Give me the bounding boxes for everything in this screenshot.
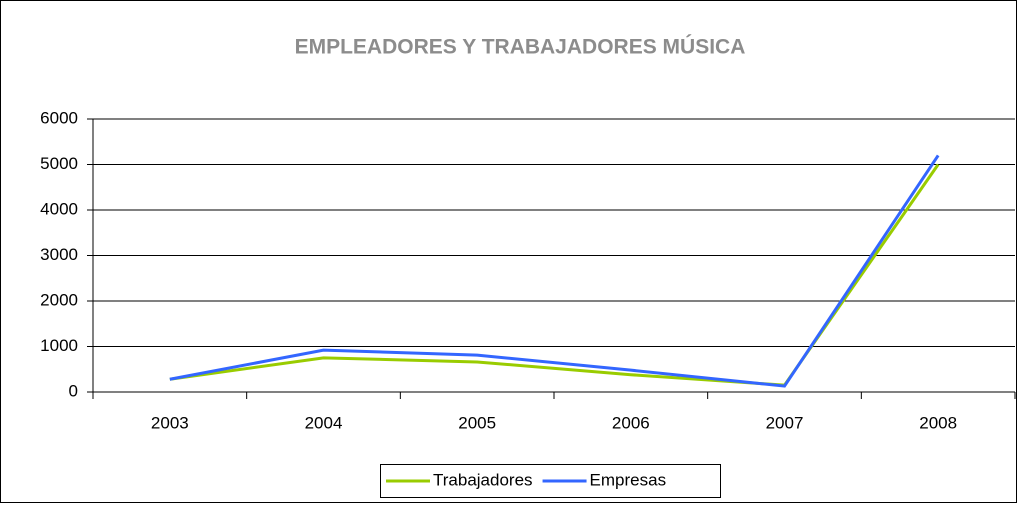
y-tick-label: 1000 (40, 336, 78, 355)
x-tick-label: 2005 (458, 413, 496, 432)
x-tick-label: 2006 (612, 413, 650, 432)
y-tick-label: 3000 (40, 245, 78, 264)
x-tick-label: 2003 (151, 413, 189, 432)
y-tick-label: 5000 (40, 154, 78, 173)
x-tick-label: 2007 (766, 413, 804, 432)
series-line (169, 154, 940, 388)
x-tick-label: 2008 (919, 413, 957, 432)
y-tick-label: 0 (69, 381, 78, 400)
x-tick-label: 2004 (305, 413, 343, 432)
y-tick-label: 6000 (40, 108, 78, 127)
legend-label: Empresas (590, 470, 667, 489)
legend-label: Trabajadores (433, 470, 533, 489)
y-tick-label: 4000 (40, 199, 78, 218)
chart-title: EMPLEADORES Y TRABAJADORES MÚSICA (295, 35, 746, 59)
y-tick-label: 2000 (40, 290, 78, 309)
